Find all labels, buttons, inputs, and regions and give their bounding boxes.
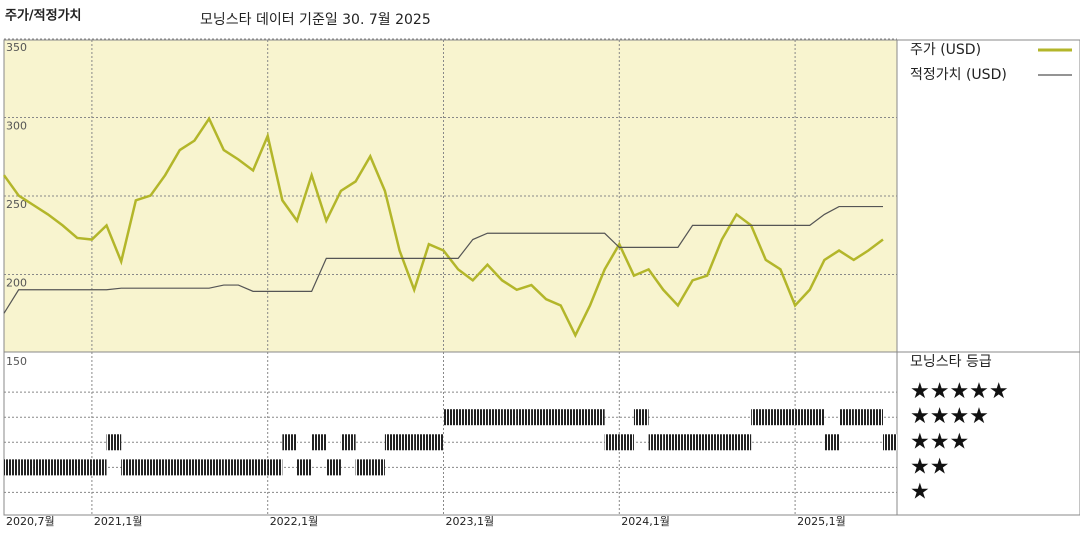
rating-bar: [560, 409, 576, 426]
rating-label: ★★★: [910, 429, 969, 454]
chart-subtitle: 모닝스타 데이터 기준일 30. 7월 2025: [200, 12, 431, 28]
chart-title: 주가/적정가치: [5, 8, 82, 24]
rating-label: ★★★★: [910, 404, 989, 429]
frame: [3, 39, 1080, 516]
series-line: [3, 205, 883, 314]
rating-bar: [18, 459, 34, 476]
series-line: [2, 116, 884, 339]
rating-bar: [883, 434, 897, 451]
rating-bar: [677, 434, 693, 451]
rating-bar: [839, 409, 854, 426]
x-tick-label: 2021,1월: [94, 515, 143, 528]
rating-bar: [707, 434, 722, 451]
rating-bar: [531, 409, 547, 426]
rating-bar: [4, 459, 19, 476]
rating-bar: [516, 409, 532, 426]
rating-bar: [809, 409, 825, 426]
rating-bar: [135, 459, 151, 476]
rating-bar: [487, 409, 503, 426]
rating-bar: [853, 409, 869, 426]
rating-bar: [326, 459, 341, 476]
rating-bar: [780, 409, 796, 426]
legend-label: 주가 (USD): [910, 42, 981, 58]
rating-bar: [399, 434, 415, 451]
rating-bar: [311, 434, 327, 451]
y-tick-label: 350: [6, 41, 27, 54]
rating-bar: [47, 459, 63, 476]
rating-bar: [604, 434, 620, 451]
rating-bar: [253, 459, 268, 476]
rating-bar: [282, 434, 297, 451]
rating-bar: [443, 409, 459, 426]
x-tick-label: 2020,7월: [6, 515, 55, 528]
y-tick-label: 200: [6, 277, 27, 290]
rating-bar: [648, 434, 664, 451]
rating-bar: [223, 459, 239, 476]
rating-bar: [121, 459, 136, 476]
rating-label: ★: [910, 479, 930, 504]
rating-bar: [736, 434, 752, 451]
x-tick-label: 2022,1월: [270, 515, 319, 528]
rating-bar: [194, 459, 210, 476]
rating-bar: [62, 459, 78, 476]
rating-bar: [179, 459, 195, 476]
rating-bar: [414, 434, 429, 451]
legend-label: 적정가치 (USD): [910, 67, 1007, 83]
rating-bar: [33, 459, 48, 476]
rating-bar: [663, 434, 678, 451]
rating-title: 모닝스타 등급: [910, 354, 992, 370]
rating-bar: [692, 434, 708, 451]
rating-bar: [795, 409, 810, 426]
rating-bar: [751, 409, 766, 426]
rating-bar: [428, 434, 444, 451]
rating-bar: [458, 409, 473, 426]
rating-bar: [165, 459, 180, 476]
rating-bar: [238, 459, 254, 476]
rating-bar: [502, 409, 517, 426]
rating-bar: [619, 434, 634, 451]
rating-label: ★★★★★: [910, 379, 1009, 404]
rating-bar: [355, 459, 371, 476]
rating-bar: [91, 459, 107, 476]
y-tick-label: 300: [6, 120, 27, 133]
rating-bar: [77, 459, 92, 476]
rating-bar: [765, 409, 781, 426]
rating-bar: [209, 459, 224, 476]
y-tick-label: 150: [6, 355, 27, 368]
x-tick-label: 2023,1월: [446, 515, 495, 528]
rating-bar: [267, 459, 283, 476]
rating-bar: [868, 409, 883, 426]
rating-bar: [150, 459, 166, 476]
x-tick-label: 2025,1월: [797, 515, 846, 528]
rating-bar: [340, 434, 356, 451]
x-tick-label: 2024,1월: [621, 515, 670, 528]
rating-bar: [721, 434, 737, 451]
rating-bar: [546, 409, 561, 426]
rating-bar: [297, 459, 312, 476]
rating-label: ★★: [910, 454, 949, 479]
rating-bar: [384, 434, 400, 451]
rating-bar: [575, 409, 590, 426]
y-tick-label: 250: [6, 198, 27, 211]
rating-bar: [106, 434, 122, 451]
rating-bar: [370, 459, 385, 476]
rating-bar: [824, 434, 840, 451]
rating-bar: [590, 409, 605, 426]
rating-bar: [472, 409, 488, 426]
rating-bar: [633, 409, 649, 426]
